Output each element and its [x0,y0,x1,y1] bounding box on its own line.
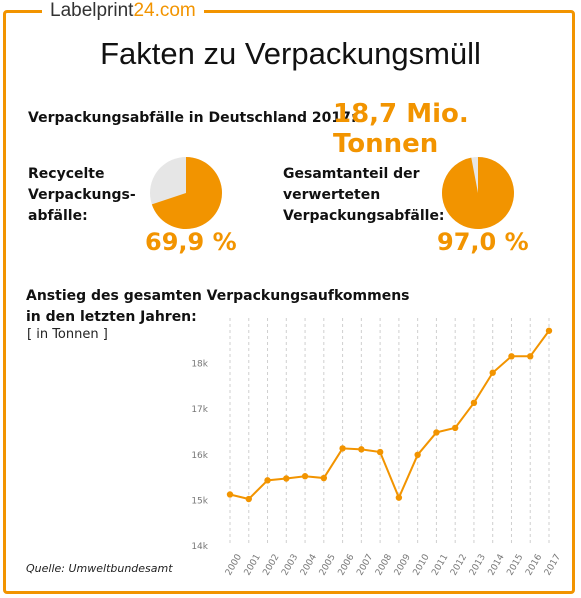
x-tick-label: 2010 [412,552,432,577]
stat-value: 18,7 Mio. Tonnen [333,99,469,159]
kpi-recycled-label-line: Recycelte [28,166,105,182]
logo-accent-text: 24.com [133,0,196,21]
chart-title-line: in den letzten Jahren: [26,309,197,325]
pie-value-slice [151,157,222,229]
data-point [545,327,553,334]
source-note: Quelle: Umweltbundesamt [26,562,173,575]
data-point [433,429,440,436]
kpi-recovered-label-line: verwerteten [283,187,381,203]
logo-text: Labelprint [50,0,134,21]
y-tick-label: 16k [191,451,208,461]
x-tick-label: 2011 [430,553,450,578]
x-tick-label: 2016 [524,552,544,577]
brand-logo: Labelprint24.com [42,0,204,24]
kpi-recovered-pie [442,157,514,229]
data-point [245,495,252,503]
pie-value-slice [442,157,514,229]
kpi-recycled-label-line: abfälle: [28,208,88,224]
y-tick-label: 17k [191,405,208,415]
data-point [527,353,534,360]
chart-unit-label: [ in Tonnen ] [27,327,108,342]
kpi-recycled-pie [150,157,222,229]
x-tick-label: 2017 [543,553,563,578]
stat-label: Verpackungsabfälle in Deutschland 2017: [28,110,357,126]
data-point [395,494,403,501]
data-point [489,369,496,376]
x-tick-label: 2009 [393,552,413,577]
kpi-recovered-label-line: Verpackungsabfälle: [283,208,445,224]
data-point [226,491,234,498]
x-tick-label: 2001 [243,553,263,578]
x-tick-label: 2005 [318,553,338,578]
x-tick-label: 2012 [449,553,469,578]
kpi-recovered-label-line: Gesamtanteil der [283,166,420,182]
chart-title-line: Anstieg des gesamten Verpackungsaufkomme… [26,288,410,304]
page-title: Fakten zu Verpackungsmüll [100,36,481,71]
x-tick-label: 2013 [468,553,488,578]
x-tick-label: 2000 [224,552,244,577]
data-point [451,424,459,432]
x-tick-label: 2003 [280,553,300,578]
x-tick-label: 2004 [299,552,319,577]
x-tick-label: 2002 [261,553,281,578]
x-tick-label: 2008 [374,552,394,577]
data-point [264,477,271,484]
infographic-frame [3,10,575,594]
data-point [376,448,384,456]
x-tick-label: 2006 [337,552,357,577]
data-point [358,446,365,453]
kpi-recycled-value: 69,9 % [145,228,237,256]
data-point [414,451,421,458]
kpi-recycled-label: Recycelte Verpackungs- abfälle: [28,164,136,227]
y-tick-label: 14k [191,542,208,552]
y-tick-label: 18k [191,360,208,370]
data-point [508,353,515,360]
kpi-recovered-value: 97,0 % [437,228,529,256]
data-point [339,445,346,452]
y-tick-label: 15k [191,496,208,506]
x-tick-label: 2014 [487,552,507,577]
data-point [283,475,290,482]
x-tick-label: 2015 [505,553,525,578]
data-point [320,474,328,482]
series-line [229,330,550,501]
data-point [470,399,478,407]
kpi-recycled-label-line: Verpackungs- [28,187,136,203]
x-tick-label: 2007 [355,553,375,578]
kpi-recovered-label: Gesamtanteil der verwerteten Verpackungs… [283,164,445,227]
chart-title: Anstieg des gesamten Verpackungsaufkomme… [26,286,410,328]
data-point [301,473,309,480]
